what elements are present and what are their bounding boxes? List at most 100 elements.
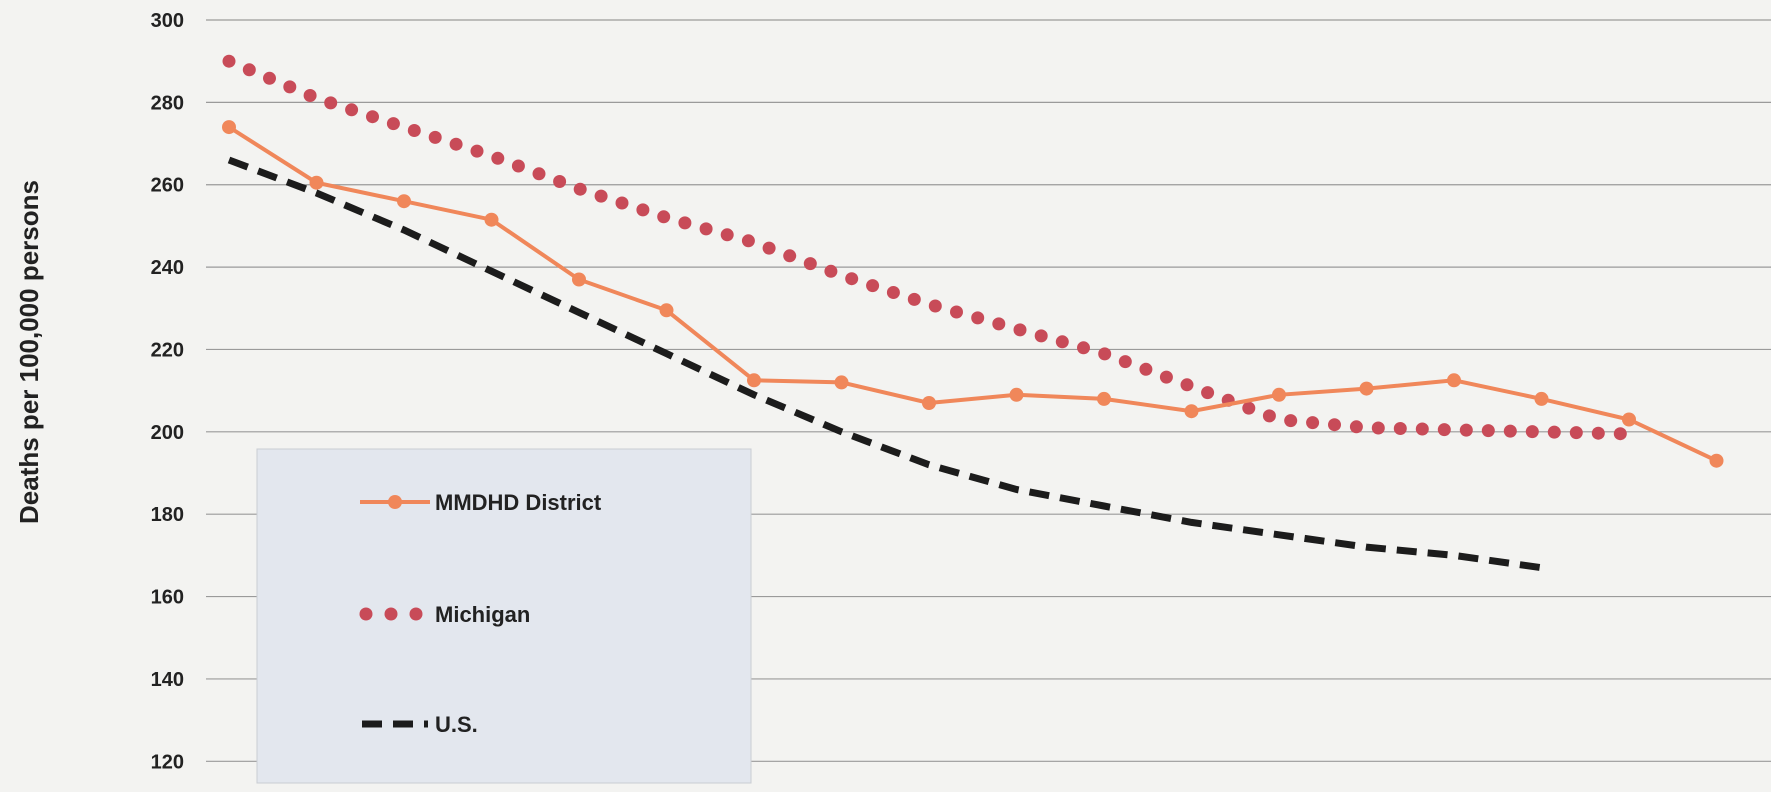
legend-swatch-dot — [384, 607, 398, 621]
michigan-dot — [1055, 335, 1069, 349]
michigan-dot — [1547, 425, 1561, 439]
michigan-dot — [222, 54, 236, 68]
michigan-dot — [553, 175, 567, 188]
mmdhd-point — [484, 212, 499, 227]
legend-entry-u-s: U.S. — [362, 712, 478, 737]
y-tick-label-120: 120 — [151, 751, 184, 773]
mmdhd-point — [1709, 453, 1724, 468]
michigan-dot — [1613, 427, 1627, 441]
mmdhd-point — [1272, 387, 1286, 402]
michigan-dot — [1242, 401, 1256, 415]
michigan-dot — [263, 71, 276, 85]
y-tick-label-160: 160 — [151, 587, 184, 609]
michigan-dot — [1201, 386, 1215, 400]
michigan-dot — [657, 210, 671, 224]
michigan-dot — [1262, 409, 1276, 423]
michigan-dot — [1180, 378, 1194, 392]
mmdhd-point — [1447, 373, 1461, 388]
michigan-dot — [470, 144, 484, 158]
series-mmdhd-district — [222, 120, 1724, 468]
mmdhd-point — [659, 303, 674, 318]
michigan-dot — [886, 286, 900, 299]
michigan-dot — [1481, 424, 1495, 438]
michigan-dot — [594, 189, 608, 203]
michigan-dot — [950, 305, 963, 319]
michigan-dot — [824, 264, 838, 278]
michigan-dot — [907, 292, 921, 306]
michigan-dot — [1591, 426, 1605, 440]
legend-items: MMDHD District Michigan U.S. — [359, 490, 602, 737]
legend-swatch-marker — [388, 495, 402, 509]
michigan-dot — [615, 196, 629, 210]
michigan-dot — [386, 117, 400, 131]
mmdhd-point — [222, 120, 236, 135]
michigan-dot — [532, 167, 546, 181]
michigan-dot — [636, 203, 650, 217]
michigan-dot — [511, 159, 525, 173]
mmdhd-point — [922, 396, 936, 410]
series-line-mmdhd — [227, 125, 1718, 463]
y-tick-label-260: 260 — [151, 175, 184, 197]
michigan-dot — [345, 103, 359, 117]
y-tick-label-200: 200 — [151, 422, 184, 444]
michigan-dot — [699, 222, 713, 236]
michigan-dot — [303, 89, 317, 102]
michigan-dot — [971, 311, 985, 325]
michigan-dot — [366, 110, 379, 124]
mmdhd-point — [1622, 412, 1636, 427]
legend: MMDHD District Michigan U.S. — [256, 448, 752, 784]
mmdhd-point — [572, 272, 586, 287]
mmdhd-point — [309, 175, 324, 190]
michigan-dot — [449, 137, 463, 151]
y-tick-label-140: 140 — [151, 669, 184, 691]
michigan-dot — [803, 257, 817, 271]
michigan-dot — [1034, 329, 1048, 343]
michigan-dot — [678, 216, 692, 230]
michigan-dot — [407, 124, 421, 137]
michigan-dot — [741, 234, 755, 248]
michigan-dot — [1139, 362, 1153, 376]
michigan-dot — [1503, 424, 1517, 438]
michigan-dot — [1159, 370, 1173, 384]
michigan-dot — [491, 151, 505, 165]
michigan-dot — [845, 272, 859, 286]
y-tick-label-220: 220 — [151, 339, 184, 361]
legend-box — [256, 448, 752, 784]
michigan-dot — [1569, 426, 1583, 440]
michigan-dot — [324, 96, 338, 110]
michigan-dot — [1013, 323, 1027, 337]
legend-label: Michigan — [435, 602, 530, 627]
mmdhd-point — [1184, 404, 1199, 419]
mmdhd-point — [1534, 391, 1549, 406]
mmdhd-point — [1009, 387, 1024, 402]
legend-label: U.S. — [435, 712, 478, 737]
michigan-dot — [1098, 347, 1112, 361]
legend-entry-mmdhd-district: MMDHD District — [360, 490, 602, 515]
michigan-dot — [762, 241, 776, 255]
michigan-dot — [1306, 416, 1320, 430]
series-line-us — [227, 156, 1542, 572]
michigan-dot — [1284, 414, 1298, 428]
michigan-dot — [1371, 421, 1385, 435]
legend-swatch-dot — [359, 607, 373, 621]
michigan-dot — [1077, 341, 1090, 355]
michigan-dot — [992, 317, 1006, 331]
michigan-dot — [283, 80, 297, 94]
y-axis-ticks: 120 140 160 180 200 220 240 260 280 300 — [151, 10, 184, 773]
y-tick-label-180: 180 — [151, 504, 184, 526]
mmdhd-point — [834, 375, 849, 390]
series-layer — [222, 54, 1724, 572]
michigan-dot — [573, 182, 587, 196]
y-tick-label-280: 280 — [151, 92, 184, 114]
legend-label: MMDHD District — [435, 490, 602, 515]
michigan-dot — [1415, 422, 1429, 436]
series-u-s — [227, 156, 1542, 572]
michigan-dot — [783, 249, 797, 263]
michigan-dot — [928, 299, 942, 313]
legend-swatch-dot — [409, 607, 423, 621]
michigan-dot — [1328, 418, 1341, 432]
mmdhd-point — [397, 194, 411, 209]
michigan-dot — [1437, 423, 1451, 437]
michigan-dot — [1459, 423, 1473, 437]
